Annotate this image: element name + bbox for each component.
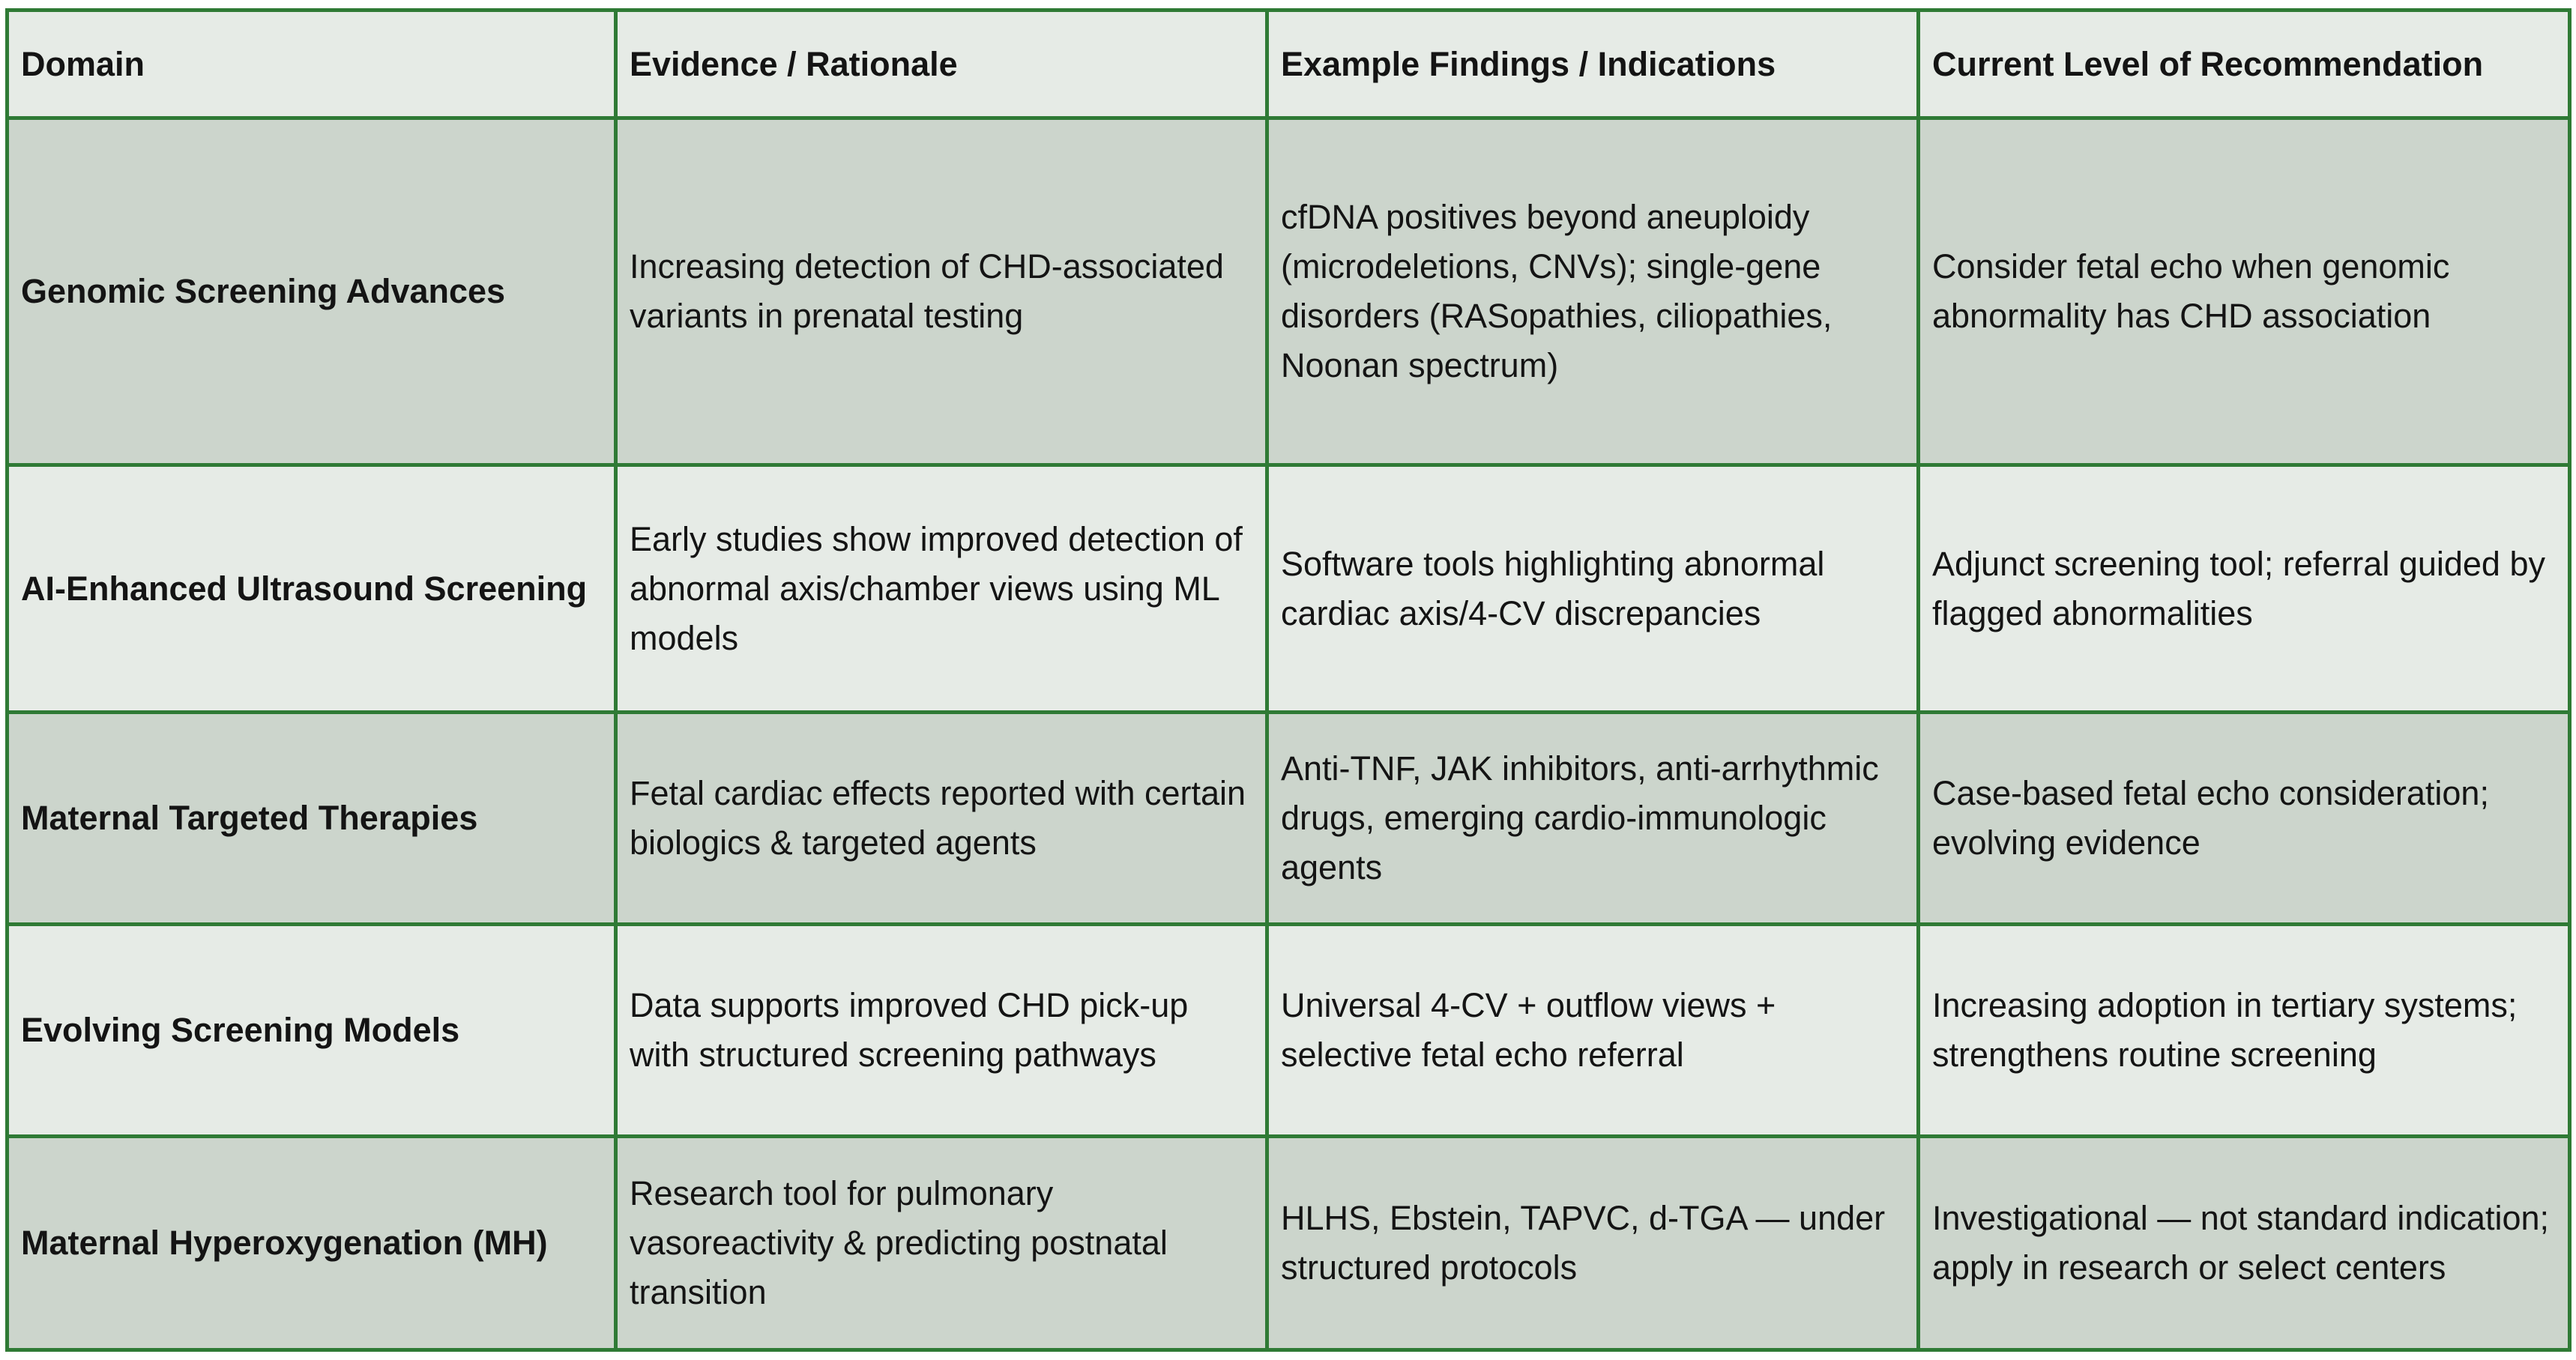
header-row: Domain Evidence / Rationale Example Findin… bbox=[5, 8, 2572, 120]
domain-cell: AI-Enhanced Ultrasound Screening bbox=[5, 463, 618, 714]
table-cell: Increasing detection of CHD-associated v… bbox=[614, 116, 1269, 467]
table-row: Genomic Screening Advances Increasing det… bbox=[5, 116, 2572, 467]
table: Domain Evidence / Rationale Example Findin… bbox=[5, 8, 2572, 1352]
table-row: Evolving Screening Models Data supports i… bbox=[5, 922, 2572, 1138]
table-row: Maternal Targeted Therapies Fetal cardiac… bbox=[5, 710, 2572, 926]
table-cell: HLHS, Ebstein, TAPVC, d-TGA — under stru… bbox=[1265, 1134, 1920, 1352]
domain-cell: Maternal Hyperoxygenation (MH) bbox=[5, 1134, 618, 1352]
header-cell: Evidence / Rationale bbox=[614, 8, 1269, 120]
table-header: Domain Evidence / Rationale Example Findin… bbox=[5, 8, 2572, 120]
table-cell: Fetal cardiac effects reported with cert… bbox=[614, 710, 1269, 926]
domain-cell: Evolving Screening Models bbox=[5, 922, 618, 1138]
table-cell: Software tools highlighting abnormal car… bbox=[1265, 463, 1920, 714]
table-cell: Case-based fetal echo consideration; evo… bbox=[1916, 710, 2572, 926]
header-cell: Domain bbox=[5, 8, 618, 120]
header-cell: Current Level of Recommendation bbox=[1916, 8, 2572, 120]
table-row: AI-Enhanced Ultrasound Screening Early st… bbox=[5, 463, 2572, 714]
domain-cell: Maternal Targeted Therapies bbox=[5, 710, 618, 926]
header-cell: Example Findings / Indications bbox=[1265, 8, 1920, 120]
table-cell: Adjunct screening tool; referral guided … bbox=[1916, 463, 2572, 714]
table-cell: Early studies show improved detection of… bbox=[614, 463, 1269, 714]
table-cell: Anti-TNF, JAK inhibitors, anti-arrhythmi… bbox=[1265, 710, 1920, 926]
table-cell: cfDNA positives beyond aneuploidy (micro… bbox=[1265, 116, 1920, 467]
table-cell: Universal 4-CV + outflow views + selecti… bbox=[1265, 922, 1920, 1138]
table-cell: Consider fetal echo when genomic abnorma… bbox=[1916, 116, 2572, 467]
table-body: Genomic Screening Advances Increasing det… bbox=[5, 116, 2572, 1352]
table-cell: Increasing adoption in tertiary systems;… bbox=[1916, 922, 2572, 1138]
table-cell: Data supports improved CHD pick-up with … bbox=[614, 922, 1269, 1138]
table-row: Maternal Hyperoxygenation (MH) Research t… bbox=[5, 1134, 2572, 1352]
domain-cell: Genomic Screening Advances bbox=[5, 116, 618, 467]
table-cell: Investigational — not standard indicatio… bbox=[1916, 1134, 2572, 1352]
table-cell: Research tool for pulmonary vasoreactivi… bbox=[614, 1134, 1269, 1352]
